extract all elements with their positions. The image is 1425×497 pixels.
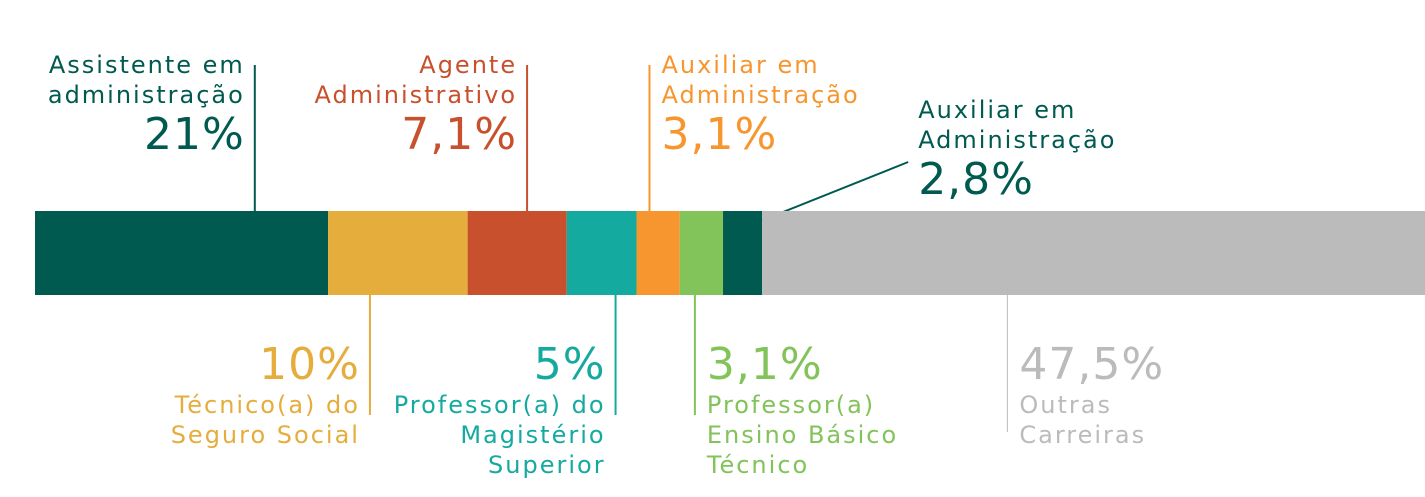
series-name: Auxiliar em Administração <box>661 51 860 109</box>
bar-segment <box>762 211 1425 295</box>
series-name: Auxiliar em Administração <box>918 96 1117 154</box>
value-label: 7,1% <box>401 109 518 160</box>
label-group: Auxiliar em Administração 2,8% <box>918 95 1158 205</box>
value-label: 10% <box>259 339 360 390</box>
value-label: 21% <box>144 109 245 160</box>
bar-segment <box>328 211 468 295</box>
series-name: Outras Carreiras <box>1019 391 1147 449</box>
bar-segment <box>723 211 763 295</box>
series-name: Professor(a) do Magistério Superior <box>393 391 606 479</box>
label-group: Auxiliar em Administração 3,1% <box>661 50 901 160</box>
bar-segment <box>679 211 724 295</box>
label-group: 10% Técnico(a) do Seguro Social <box>120 340 360 450</box>
label-group: 3,1% Professor(a) Ensino Básico Técnico <box>707 340 917 480</box>
value-label: 5% <box>533 339 606 390</box>
series-name: Agente Administrativo <box>314 51 518 109</box>
value-label: 2,8% <box>918 154 1034 205</box>
bar-segment <box>636 211 680 295</box>
bar-segment <box>566 211 637 295</box>
label-group: 47,5% Outras Carreiras <box>1019 340 1169 450</box>
bar-segment <box>467 211 567 295</box>
value-label: 47,5% <box>1019 339 1165 390</box>
label-group: 5% Professor(a) do Magistério Superior <box>376 340 606 480</box>
series-name: Professor(a) Ensino Básico Técnico <box>706 391 899 479</box>
series-name: Assistente em administração <box>47 51 245 109</box>
value-label: 3,1% <box>661 109 778 160</box>
value-label: 3,1% <box>706 339 823 390</box>
label-group: Agente Administrativo 7,1% <box>257 50 517 160</box>
bar-segment <box>35 211 329 295</box>
label-group: Assistente em administração 21% <box>0 50 245 160</box>
series-name: Técnico(a) do Seguro Social <box>170 391 360 449</box>
